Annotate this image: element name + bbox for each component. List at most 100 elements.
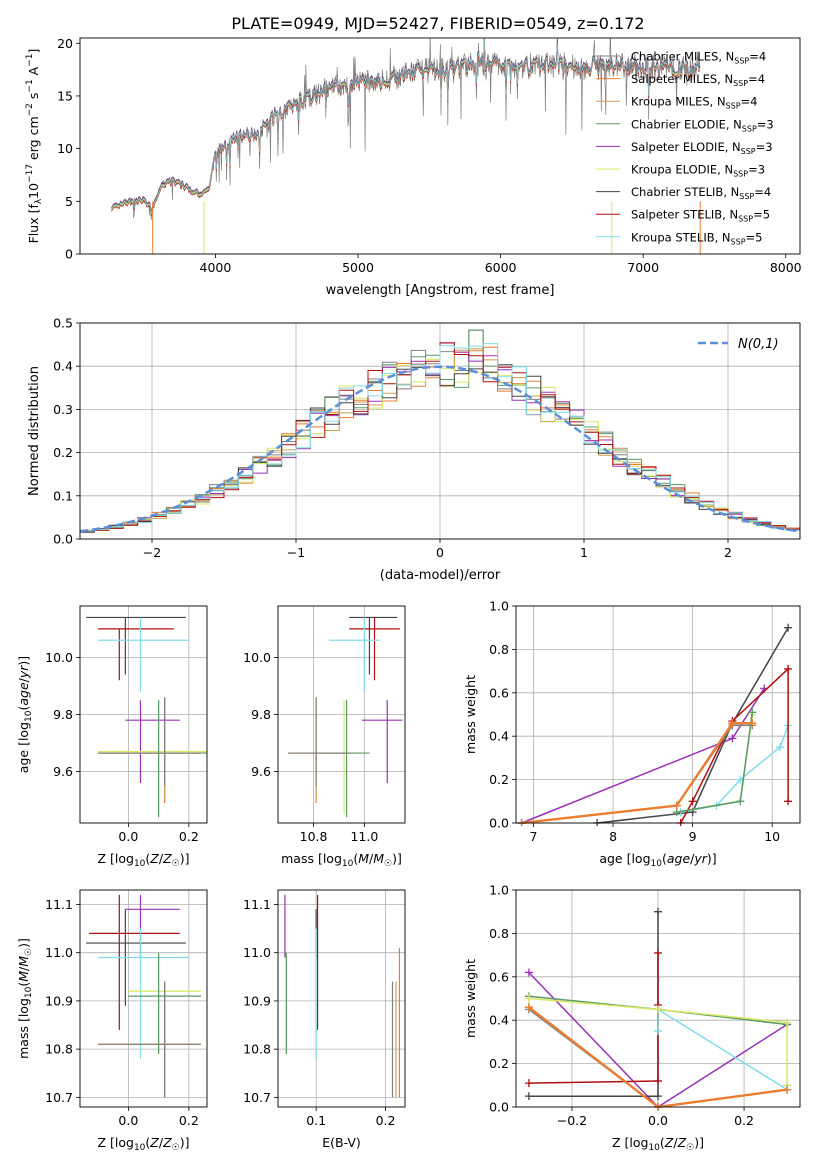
y-tick-label: 0.1 bbox=[53, 488, 73, 503]
weight-marker bbox=[524, 1092, 533, 1101]
y-axis-label: age [log10(age/yr)] bbox=[16, 656, 34, 773]
x-tick-label: 2 bbox=[724, 545, 732, 560]
x-tick-label: 0.2 bbox=[179, 1113, 199, 1128]
gaussian-curve bbox=[80, 365, 800, 533]
y-tick-label: 0.0 bbox=[489, 1100, 509, 1115]
x-axis-label: Z [log10(Z/Z☉)] bbox=[612, 1135, 704, 1153]
y-tick-label: 9.8 bbox=[251, 707, 271, 722]
age_vs_Z-panel: 0.0 0.2 9.6 9.8 10.0 Z [log10(Z/Z☉)] age [log1… bbox=[16, 605, 208, 869]
weight-marker bbox=[784, 797, 793, 806]
y-tick-label: 10 bbox=[57, 141, 73, 156]
y-tick-label: 0.2 bbox=[53, 445, 73, 460]
errorbars bbox=[284, 894, 401, 1098]
observed-spectrum bbox=[111, 38, 701, 220]
x-tick-label: 8000 bbox=[770, 260, 802, 275]
y-tick-label: 10.7 bbox=[243, 1090, 271, 1105]
axes-frame bbox=[515, 889, 801, 1108]
y-tick-label: 5 bbox=[65, 194, 73, 209]
x-axis-label: mass [log10(M/M☉)] bbox=[281, 851, 402, 869]
x-axis-label: wavelength [Angstrom, rest frame] bbox=[326, 283, 555, 298]
y-tick-label: 10.9 bbox=[243, 993, 271, 1008]
legend-label: Kroupa MILES, NSSP=4 bbox=[631, 95, 757, 111]
y-tick-label: 0.2 bbox=[489, 1056, 509, 1071]
y-tick-label: 9.8 bbox=[53, 707, 73, 722]
y-tick-label: 0.0 bbox=[53, 532, 73, 547]
weight-marker bbox=[783, 1018, 792, 1027]
y-tick-label: 9.6 bbox=[53, 764, 73, 779]
weight-marker bbox=[728, 734, 737, 743]
y-tick-label: 10.0 bbox=[45, 650, 73, 665]
axes-frame bbox=[515, 605, 801, 824]
y-tick-label: 11.0 bbox=[45, 945, 73, 960]
x-tick-label: 0.0 bbox=[118, 829, 138, 844]
x-tick-label: 11.0 bbox=[350, 829, 378, 844]
y-axis-label: Normed distribution bbox=[27, 366, 42, 496]
weight-line bbox=[528, 952, 659, 1084]
weight-marker bbox=[654, 1076, 662, 1085]
legend-label: Salpeter MILES, NSSP=4 bbox=[631, 72, 765, 88]
y-tick-label: 0.4 bbox=[489, 729, 509, 744]
histograms bbox=[80, 329, 800, 535]
figure-title: PLATE=0949, MJD=52427, FIBERID=0549, z=0… bbox=[231, 14, 644, 33]
legend-label: Chabrier STELIB, NSSP=4 bbox=[631, 185, 771, 201]
weight-marker bbox=[654, 1005, 662, 1014]
weight-marker bbox=[688, 797, 697, 806]
y-tick-label: 20 bbox=[57, 36, 73, 51]
weight_vs_Z-panel: −0.2 0.0 0.2 0.0 0.2 0.4 0.6 0.8 1.0 Z [log10(Z/Z… bbox=[463, 883, 801, 1153]
weight-marker bbox=[654, 948, 662, 957]
x-tick-label: 0.2 bbox=[179, 829, 199, 844]
weight-marker bbox=[783, 1085, 792, 1094]
weight-marker bbox=[748, 719, 757, 728]
y-tick-label: 0.3 bbox=[53, 402, 73, 417]
weight_vs_age-panel: 7 8 9 10 0.0 0.2 0.4 0.6 0.8 1.0 age [log10(age/yr… bbox=[463, 599, 801, 869]
y-tick-label: 15 bbox=[57, 88, 73, 103]
y-axis-label: mass [log10(M/M☉)] bbox=[16, 938, 34, 1059]
age_vs_mass-panel: 10.8 11.0 9.6 9.8 10.0 mass [log10(M/M☉)] bbox=[243, 605, 406, 869]
x-tick-label: −1 bbox=[287, 545, 305, 560]
weight-marker bbox=[524, 1003, 533, 1012]
legend-label: Kroupa ELODIE, NSSP=3 bbox=[631, 163, 765, 179]
x-tick-label: 10.8 bbox=[300, 829, 328, 844]
weight-marker bbox=[748, 708, 757, 717]
legend-label: Salpeter STELIB, NSSP=5 bbox=[631, 208, 770, 224]
y-axis-label: Flux [fλ10−17 erg cm−2 s−1 A−1] bbox=[25, 49, 44, 244]
legend-label: N(0,1) bbox=[738, 337, 779, 352]
y-tick-label: 1.0 bbox=[489, 883, 509, 898]
x-tick-label: 7000 bbox=[627, 260, 659, 275]
errorbars bbox=[86, 894, 201, 1098]
legend-label: Chabrier ELODIE, NSSP=3 bbox=[631, 117, 774, 133]
weight-marker bbox=[784, 623, 793, 632]
y-tick-label: 0.0 bbox=[489, 816, 509, 831]
y-tick-label: 0.6 bbox=[489, 969, 509, 984]
x-tick-label: −0.2 bbox=[557, 1113, 587, 1128]
y-tick-label: 0.5 bbox=[53, 316, 73, 331]
weight-marker bbox=[784, 664, 793, 673]
x-tick-label: 5000 bbox=[342, 260, 374, 275]
x-axis-label: E(B-V) bbox=[322, 1135, 361, 1150]
x-tick-label: 0.1 bbox=[306, 1113, 326, 1128]
mass_vs_ebv-panel: 0.1 0.2 10.7 10.8 10.9 11.0 11.1 E(B-V) bbox=[243, 889, 406, 1150]
y-axis-label: mass weight bbox=[463, 959, 478, 1038]
weight-line bbox=[528, 997, 788, 1086]
legend-label: Salpeter ELODIE, NSSP=3 bbox=[631, 140, 773, 156]
weight-marker bbox=[728, 719, 737, 728]
histogram bbox=[80, 343, 800, 534]
weight-marker bbox=[524, 994, 533, 1003]
model-spectrum bbox=[111, 38, 701, 215]
x-tick-label: 4000 bbox=[200, 260, 232, 275]
axes-frame bbox=[79, 889, 208, 1108]
legend-label: Chabrier MILES, NSSP=4 bbox=[631, 50, 766, 66]
weight-marker bbox=[524, 968, 533, 977]
axes-frame bbox=[79, 37, 801, 255]
errorbars bbox=[86, 616, 207, 818]
x-tick-label: 8 bbox=[609, 829, 617, 844]
errorbars bbox=[288, 616, 403, 818]
y-tick-label: 10.0 bbox=[243, 650, 271, 665]
x-tick-label: 0.2 bbox=[376, 1113, 396, 1128]
weight-line bbox=[521, 722, 753, 825]
x-tick-label: 1 bbox=[580, 545, 588, 560]
y-tick-label: 0.4 bbox=[53, 359, 73, 374]
y-axis-label: mass weight bbox=[463, 675, 478, 754]
y-tick-label: 10.7 bbox=[45, 1090, 73, 1105]
